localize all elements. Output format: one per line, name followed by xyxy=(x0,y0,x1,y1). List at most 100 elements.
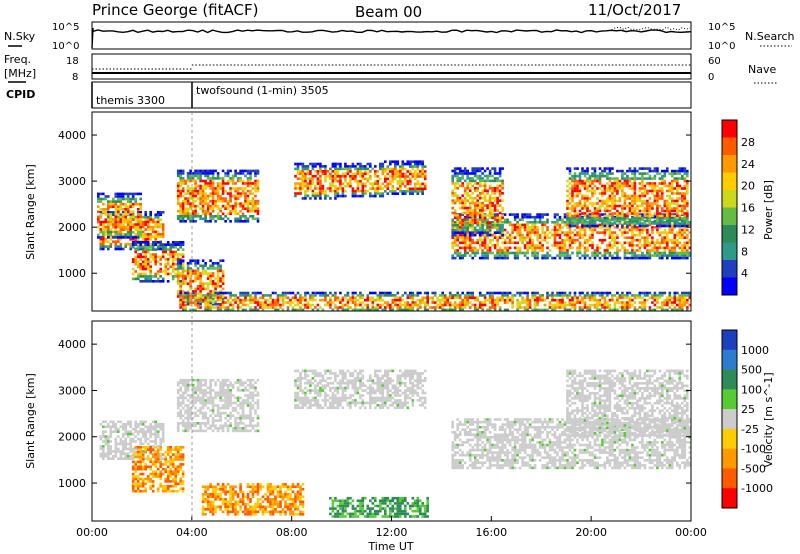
echo-cell xyxy=(189,194,192,198)
echo-cell xyxy=(628,241,632,245)
echo-cell xyxy=(161,253,165,256)
echo-cell xyxy=(481,189,484,193)
echo-cell xyxy=(234,212,237,216)
echo-cell xyxy=(126,192,130,196)
echo-cell xyxy=(201,172,205,175)
echo-cell xyxy=(139,197,142,201)
echo-cell xyxy=(239,177,242,180)
echo-cell xyxy=(466,199,469,202)
echo-cell xyxy=(666,184,669,188)
echo-cell xyxy=(586,207,589,210)
echo-cell xyxy=(583,202,587,205)
echo-cell xyxy=(154,230,157,234)
echo-cell xyxy=(621,212,624,215)
echo-cell xyxy=(493,246,497,250)
echo-cell xyxy=(316,177,320,180)
echo-cell xyxy=(601,189,604,193)
echo-cell xyxy=(601,231,604,234)
echo-cell xyxy=(471,233,474,237)
echo-cell xyxy=(184,308,187,312)
echo-cell xyxy=(643,236,647,239)
echo-cell xyxy=(488,229,492,232)
echo-cell xyxy=(376,175,380,178)
echo-cell xyxy=(394,162,397,166)
echo-cell xyxy=(508,233,512,237)
echo-cell xyxy=(613,194,617,198)
echo-cell xyxy=(136,241,140,244)
echo-cell xyxy=(189,259,192,262)
echo-cell xyxy=(291,308,295,312)
echo-cell xyxy=(458,184,462,188)
echo-cell xyxy=(668,254,672,257)
echo-cell xyxy=(109,223,113,226)
echo-cell xyxy=(224,207,227,210)
echo-cell xyxy=(136,265,140,268)
echo-cell xyxy=(176,262,180,265)
echo-cell xyxy=(571,177,574,180)
echo-cell xyxy=(663,228,667,232)
echo-cell xyxy=(478,196,482,200)
echo-cell xyxy=(204,187,207,190)
echo-cell xyxy=(603,192,607,195)
echo-cell xyxy=(334,177,337,181)
echo-cell xyxy=(463,196,467,200)
echo-cell xyxy=(671,228,674,232)
echo-cell xyxy=(608,228,612,232)
echo-cell xyxy=(473,169,477,173)
echo-cell xyxy=(299,184,302,188)
echo-cell xyxy=(226,192,230,195)
echo-cell xyxy=(518,301,522,304)
echo-cell xyxy=(621,224,624,228)
echo-cell xyxy=(121,247,125,251)
echo-cell xyxy=(206,272,210,275)
echo-cell xyxy=(206,207,210,210)
echo-cell xyxy=(546,213,549,216)
echo-cell xyxy=(526,228,529,232)
echo-cell xyxy=(184,298,187,302)
echo-cell xyxy=(249,184,252,188)
echo-cell xyxy=(254,291,257,295)
echo-cell xyxy=(379,303,382,307)
echo-cell xyxy=(471,251,474,255)
echo-cell xyxy=(419,160,422,163)
echo-cell xyxy=(621,177,624,180)
echo-cell xyxy=(498,174,502,178)
echo-cell xyxy=(483,196,487,200)
echo-cell xyxy=(189,308,192,312)
echo-cell xyxy=(204,220,207,223)
echo-cell xyxy=(324,298,327,302)
echo-cell xyxy=(521,233,524,237)
echo-cell xyxy=(673,226,677,229)
echo-cell xyxy=(686,241,689,245)
echo-cell xyxy=(481,204,484,207)
echo-cell xyxy=(254,184,257,188)
echo-cell xyxy=(136,233,140,237)
echo-cell xyxy=(678,177,682,180)
echo-cell xyxy=(102,197,105,201)
echo-cell xyxy=(376,308,380,312)
echo-cell xyxy=(241,303,245,307)
echo-cell xyxy=(251,291,255,295)
echo-cell xyxy=(478,301,482,304)
echo-cell xyxy=(538,244,542,247)
echo-cell xyxy=(174,250,177,254)
echo-cell xyxy=(102,231,105,234)
echo-cell xyxy=(374,182,377,185)
echo-cell xyxy=(633,192,637,195)
echo-cell xyxy=(299,306,302,309)
echo-cell xyxy=(136,208,140,211)
echo-cell xyxy=(389,170,392,173)
echo-cell xyxy=(216,212,220,216)
echo-cell xyxy=(593,224,597,228)
echo-cell xyxy=(314,194,317,198)
echo-cell xyxy=(194,290,197,293)
echo-cell xyxy=(181,169,185,173)
echo-cell xyxy=(641,228,644,232)
echo-cell xyxy=(256,212,260,216)
echo-cell xyxy=(226,212,230,216)
echo-cell xyxy=(481,241,484,245)
echo-cell xyxy=(591,202,594,205)
echo-cell xyxy=(134,270,137,273)
echo-cell xyxy=(246,169,250,173)
echo-cell xyxy=(583,222,587,225)
